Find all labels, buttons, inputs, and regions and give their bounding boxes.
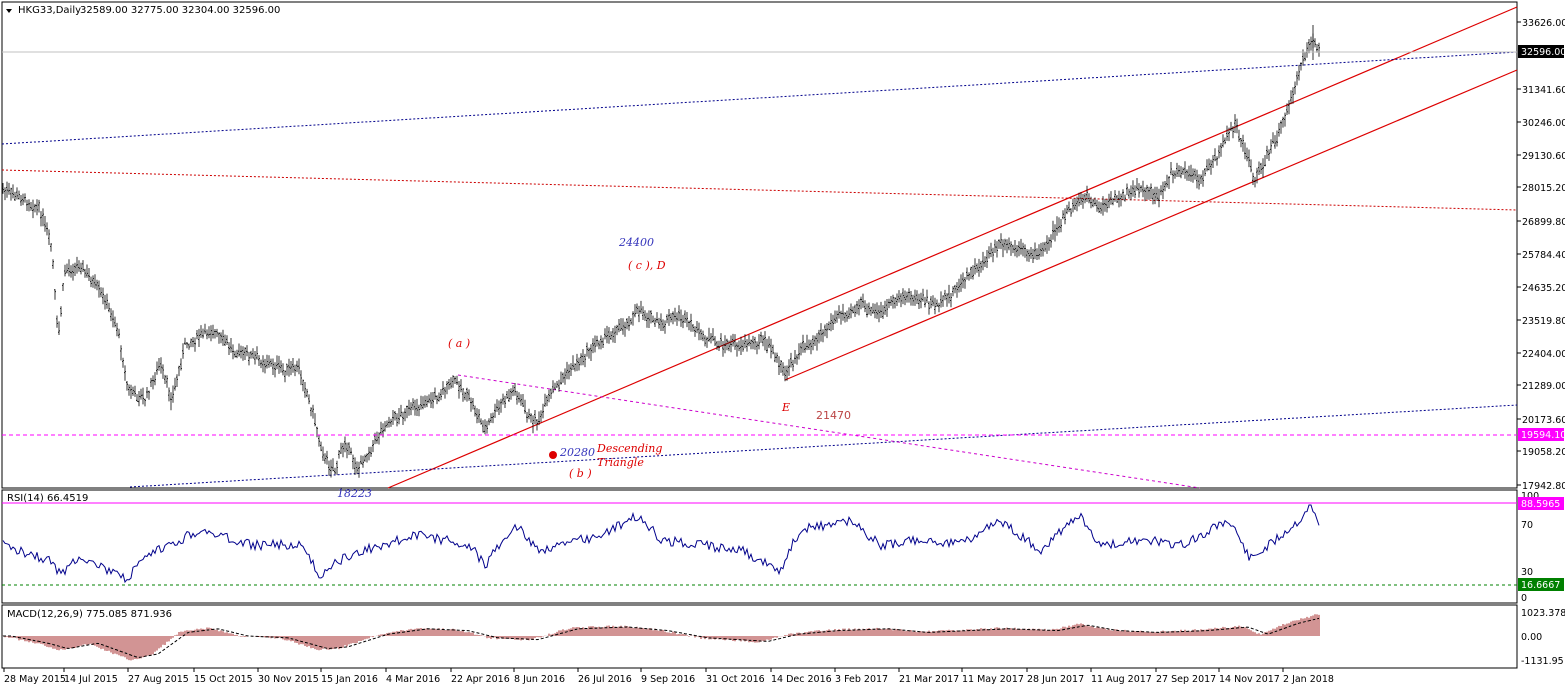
rsi-lower-box-label: 16.6667 xyxy=(1521,580,1560,591)
time-tick-label: 3 Feb 2017 xyxy=(835,674,888,685)
time-tick-label: 28 May 2015 xyxy=(4,674,66,685)
time-tick-label: 9 Sep 2016 xyxy=(641,674,695,685)
dropdown-triangle-icon[interactable] xyxy=(6,9,12,13)
price-tick-label: 25784.40 xyxy=(1522,250,1565,261)
red-dotted-line xyxy=(1,169,1518,211)
price-tick-label: 21289.00 xyxy=(1522,381,1565,392)
rsi-tick-0: 0 xyxy=(1521,593,1527,604)
time-tick-label: 14 Dec 2016 xyxy=(771,674,832,685)
time-tick-label: 8 Jun 2016 xyxy=(514,674,565,685)
price-tick-label: 30246.00 xyxy=(1522,118,1565,129)
channel-lower-line xyxy=(784,69,1518,381)
macd-signal-line xyxy=(3,617,1320,658)
trendlines xyxy=(1,6,1518,489)
time-tick-label: 14 Jul 2015 xyxy=(64,674,118,685)
time-tick-label: 27 Sep 2017 xyxy=(1156,674,1216,685)
macd-panel-frame xyxy=(1,604,1518,669)
time-tick-label: 21 Mar 2017 xyxy=(899,674,959,685)
price-tick-label: 23519.80 xyxy=(1522,316,1565,327)
hline-price-box xyxy=(1518,428,1564,441)
high-24400-label: 24400 xyxy=(618,236,654,249)
price-tick-label: 33626.00 xyxy=(1522,18,1565,29)
macd-label: MACD(12,26,9) 775.085 871.936 xyxy=(7,609,172,620)
time-tick-label: 11 May 2017 xyxy=(962,674,1024,685)
time-tick-label: 4 Mar 2016 xyxy=(386,674,440,685)
rsi-lower-box xyxy=(1518,578,1564,591)
macd-histogram xyxy=(2,614,1320,661)
ohlc-values: 32589.00 32775.00 32304.00 32596.00 xyxy=(80,5,280,16)
pivot-dot xyxy=(549,451,557,459)
blue-trend-lower xyxy=(129,404,1518,488)
rsi-tick-100: 100 xyxy=(1521,491,1539,502)
time-tick-label: 30 Nov 2015 xyxy=(258,674,319,685)
current-price-box xyxy=(1518,45,1564,58)
rsi-label: RSI(14) 66.4519 xyxy=(7,493,88,504)
low-18223-label: 18223 xyxy=(337,487,372,500)
time-tick-label: 11 Aug 2017 xyxy=(1091,674,1152,685)
rsi-tick-70: 70 xyxy=(1521,520,1533,531)
macd-tick-min: -1131.95 xyxy=(1521,656,1564,667)
macd-tick-max: 1023.378 xyxy=(1521,608,1565,619)
rsi-line xyxy=(2,504,1320,584)
wave-b-label: ( b ) xyxy=(569,467,592,480)
rsi-tick-30: 30 xyxy=(1521,567,1533,578)
price-tick-label: 26899.80 xyxy=(1522,217,1565,228)
time-tick-label: 22 Apr 2016 xyxy=(451,674,510,685)
symbol-timeframe: HKG33,Daily xyxy=(18,5,81,16)
level-21470-label: 21470 xyxy=(816,409,851,422)
time-tick-label: 15 Oct 2015 xyxy=(194,674,253,685)
triangle-label: Triangle xyxy=(597,456,644,469)
macd-tick-zero: 0.00 xyxy=(1521,632,1542,643)
rsi-panel-frame xyxy=(1,489,1518,604)
price-tick-label: 29130.60 xyxy=(1522,151,1565,162)
price-tick-label: 31341.60 xyxy=(1522,85,1565,96)
price-tick-label: 28015.20 xyxy=(1522,183,1565,194)
time-tick-label: 26 Jul 2016 xyxy=(578,674,632,685)
price-tick-label: 17942.80 xyxy=(1522,481,1565,492)
channel-upper-line xyxy=(387,6,1518,489)
time-tick-label: 27 Aug 2015 xyxy=(128,674,189,685)
rsi-upper-box xyxy=(1518,497,1564,510)
rsi-upper-box-label: 88.5965 xyxy=(1521,499,1560,510)
wave-e-label: E xyxy=(781,401,790,414)
current-price-box-label: 32596.00 xyxy=(1521,47,1565,58)
price-tick-label: 20173.60 xyxy=(1522,415,1565,426)
price-tick-label: 22404.00 xyxy=(1522,349,1565,360)
descending-label: Descending xyxy=(596,442,662,455)
hline-price-box-label: 19594.10 xyxy=(1521,430,1565,441)
wave-cd-label: ( c ), D xyxy=(628,259,666,272)
pivot-20280-label: 20280 xyxy=(559,446,595,459)
triangle-upper-line xyxy=(457,374,1201,489)
time-tick-label: 14 Nov 2017 xyxy=(1219,674,1280,685)
price-tick-label: 19058.20 xyxy=(1522,447,1565,458)
price-panel-frame xyxy=(1,1,1518,489)
price-axis: 33626.00 31341.60 30246.00 29130.60 28015.20… xyxy=(1517,18,1565,492)
time-tick-label: 15 Jan 2016 xyxy=(321,674,378,685)
price-tick-label: 24635.20 xyxy=(1522,283,1565,294)
price-bars xyxy=(2,25,1320,478)
blue-trend-upper xyxy=(1,51,1518,145)
wave-a-label: ( a ) xyxy=(448,337,470,350)
time-tick-label: 2 Jan 2018 xyxy=(1283,674,1334,685)
time-tick-label: 31 Oct 2016 xyxy=(706,674,765,685)
time-tick-label: 28 Jun 2017 xyxy=(1027,674,1084,685)
